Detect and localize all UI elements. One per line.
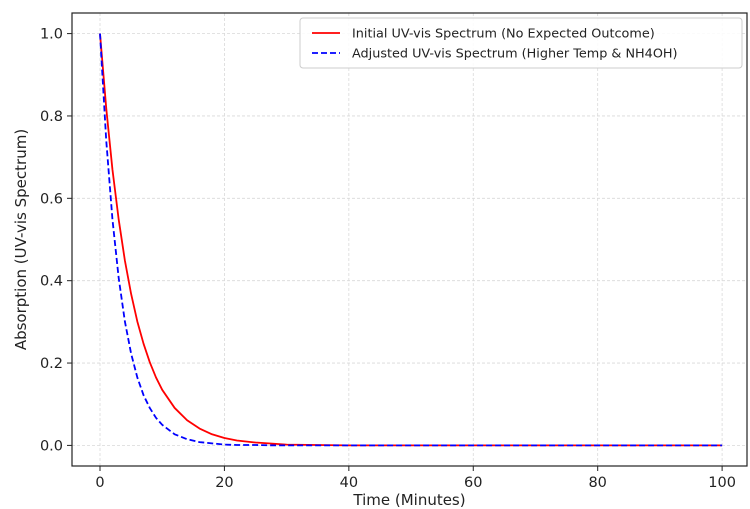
legend-label: Initial UV-vis Spectrum (No Expected Out… [352,27,655,42]
y-tick-label: 0.0 [40,438,63,454]
plot-frame [71,12,748,467]
y-tick-label: 0.2 [40,356,63,372]
axis-ticks: 0 20 40 60 80 100 0.0 0.2 0.4 0.6 0.8 1.0 [40,27,736,491]
y-tick-label: 0.8 [40,109,63,125]
series-line-2 [99,33,723,447]
x-tick-label: 40 [340,475,358,491]
grid [72,13,747,466]
x-tick-label: 0 [95,475,104,491]
x-tick-label: 60 [464,475,482,491]
legend-label: Adjusted UV-vis Spectrum (Higher Temp & … [352,47,678,62]
x-axis-label: Time (Minutes) [352,491,465,509]
x-tick-label: 20 [215,475,233,491]
series-lines [99,33,723,447]
legend: Initial UV-vis Spectrum (No Expected Out… [299,17,743,69]
series-line-1 [99,33,723,447]
x-tick-label: 100 [708,475,736,491]
y-tick-label: 0.4 [40,274,63,290]
y-axis-label: Absorption (UV-vis Spectrum) [12,129,30,350]
y-tick-label: 0.6 [40,191,63,207]
y-tick-label: 1.0 [40,27,63,43]
x-tick-label: 80 [588,475,606,491]
legend-box [299,17,743,69]
